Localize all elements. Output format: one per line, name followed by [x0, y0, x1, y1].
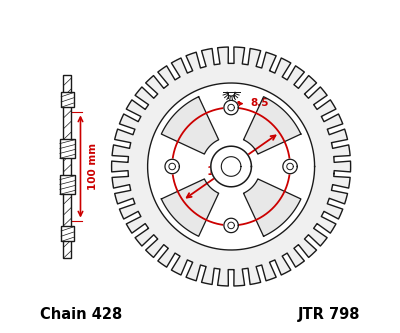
Polygon shape	[148, 83, 315, 250]
Bar	[61, 92, 74, 107]
Polygon shape	[161, 97, 219, 154]
Polygon shape	[161, 179, 219, 236]
Polygon shape	[165, 159, 179, 174]
Text: Chain 428: Chain 428	[40, 307, 122, 322]
Polygon shape	[221, 157, 241, 176]
Text: 120: 120	[206, 165, 233, 178]
Polygon shape	[244, 97, 301, 154]
Polygon shape	[244, 179, 301, 236]
Text: 8.5: 8.5	[250, 98, 269, 108]
Text: mm: mm	[230, 168, 250, 178]
Text: JTR 798: JTR 798	[298, 307, 360, 322]
Polygon shape	[224, 218, 238, 233]
Polygon shape	[211, 146, 252, 187]
Polygon shape	[112, 47, 351, 286]
Bar	[60, 175, 75, 194]
Bar	[64, 75, 71, 258]
Bar	[61, 226, 74, 241]
Bar	[60, 139, 75, 158]
Polygon shape	[224, 100, 238, 115]
Polygon shape	[283, 159, 297, 174]
Text: 100 mm: 100 mm	[88, 143, 98, 190]
